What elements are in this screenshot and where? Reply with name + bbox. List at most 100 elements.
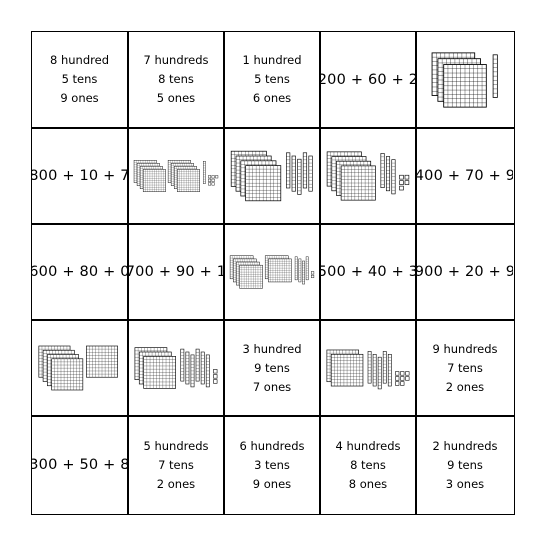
place-value-words: 2 hundreds 9 tens 3 ones [433,437,498,494]
bingo-cell[interactable]: 800 + 10 + 7 [32,129,127,223]
ten-rod [298,258,302,283]
ten-rod [205,354,210,388]
one-cube [208,175,212,179]
bingo-cell[interactable]: 300 + 50 + 8 [32,417,127,513]
expanded-form-expression: 200 + 60 + 2 [321,71,415,88]
one-cube [404,174,410,180]
ten-rod [200,351,205,385]
ten-rod [286,152,291,189]
bingo-cell[interactable] [129,129,223,223]
place-value-words: 3 hundred 9 tens 7 ones [243,340,302,397]
grid-column-divider [415,32,417,514]
bingo-cell[interactable] [321,129,415,223]
one-cube [213,379,218,384]
place-value-line: 8 tens [350,457,386,472]
expanded-form-expression: 600 + 80 + 0 [32,264,127,280]
bingo-cell[interactable] [32,321,127,415]
expanded-form-expression: 500 + 40 + 3 [321,264,415,280]
bingo-cell[interactable]: 400 + 70 + 9 [417,129,513,223]
expanded-form-expression: 900 + 20 + 9 [417,264,513,280]
grid-row-divider [32,319,514,321]
place-value-line: 9 ones [60,91,99,105]
place-value-line: 6 hundreds [239,438,305,453]
place-value-line: 8 ones [348,476,388,491]
ten-rod [297,158,302,195]
one-cube [399,185,404,191]
grid-row-divider [32,223,514,225]
one-cube [215,175,219,179]
place-value-words: 8 hundred 5 tens 9 ones [50,51,109,108]
hundred-flat [245,165,282,202]
ten-rod [372,354,377,387]
one-cube [400,376,405,381]
bingo-cell[interactable]: 8 hundred 5 tens 9 ones [32,32,127,127]
ten-rod [305,256,309,281]
ten-rod [190,354,195,388]
grid-row-divider [32,415,514,417]
bingo-cell[interactable]: 700 + 90 + 1 [129,225,223,319]
bingo-cell[interactable]: 7 hundreds 8 tens 5 ones [129,32,223,127]
ten-rod [203,161,206,184]
hundred-flat [85,345,118,378]
bingo-cell[interactable] [417,32,513,127]
bingo-cell[interactable] [225,225,319,319]
place-value-line: 5 tens [254,72,290,86]
bingo-cell[interactable]: 3 hundred 9 tens 7 ones [225,321,319,415]
place-value-line: 9 ones [252,476,292,491]
grid-column-divider [319,32,321,514]
place-value-words: 1 hundred 5 tens 6 ones [243,51,302,108]
ten-rod [391,159,396,195]
bingo-cell[interactable] [225,129,319,223]
ten-rod [377,356,382,390]
hundred-flat [143,356,176,389]
one-cube [395,376,400,381]
bingo-cell[interactable]: 6 hundreds 3 tens 9 ones [225,417,319,513]
bingo-cell[interactable]: 2 hundreds 9 tens 3 ones [417,417,513,513]
grid-column-divider [223,32,225,514]
place-value-line: 5 ones [156,91,196,105]
ten-rod [294,256,298,281]
place-value-line: 1 hundred [242,53,302,67]
ten-rod [180,348,185,382]
place-value-line: 3 tens [254,457,290,472]
hundred-flat [177,169,200,192]
place-value-line: 3 ones [445,476,485,491]
ten-rod [387,354,392,387]
one-cube [395,381,400,386]
one-cube [211,182,215,186]
place-value-line: 6 ones [252,91,292,105]
expanded-form-expression: 700 + 90 + 1 [129,264,223,280]
ten-rod [291,155,296,192]
bingo-cell[interactable] [129,321,223,415]
bingo-cell[interactable]: 900 + 20 + 9 [417,225,513,319]
base-ten-blocks-picture [230,150,313,202]
ten-rod [302,152,308,189]
one-cube [405,371,410,376]
bingo-cell[interactable]: 5 hundreds 7 tens 2 ones [129,417,223,513]
bingo-cell[interactable] [321,321,415,415]
one-cube [395,371,400,376]
place-value-line: 2 hundreds [432,438,498,453]
one-cube [211,178,215,182]
bingo-cell[interactable]: 4 hundreds 8 tens 8 ones [321,417,415,513]
one-cube [405,376,410,381]
base-ten-blocks-picture [229,255,315,289]
ten-rod [302,260,305,285]
base-ten-blocks-picture [38,345,118,391]
ten-rod [382,351,387,384]
bingo-cell[interactable]: 9 hundreds 7 tens 2 ones [417,321,513,415]
bingo-cell[interactable]: 500 + 40 + 3 [321,225,415,319]
bingo-cell[interactable]: 600 + 80 + 0 [32,225,127,319]
place-value-words: 6 hundreds 3 tens 9 ones [240,437,305,494]
place-value-line: 3 hundred [242,341,302,356]
base-ten-blocks-picture [326,151,410,201]
place-value-line: 2 ones [156,476,196,491]
one-cube [211,175,215,179]
place-value-line: 9 tens [447,457,483,472]
bingo-cell[interactable]: 1 hundred 5 tens 6 ones [225,32,319,127]
hundred-flat [239,264,263,289]
one-cube [400,381,405,386]
place-value-line: 4 hundreds [335,438,401,453]
one-cube [208,178,212,182]
bingo-cell[interactable]: 200 + 60 + 2 [321,32,415,127]
